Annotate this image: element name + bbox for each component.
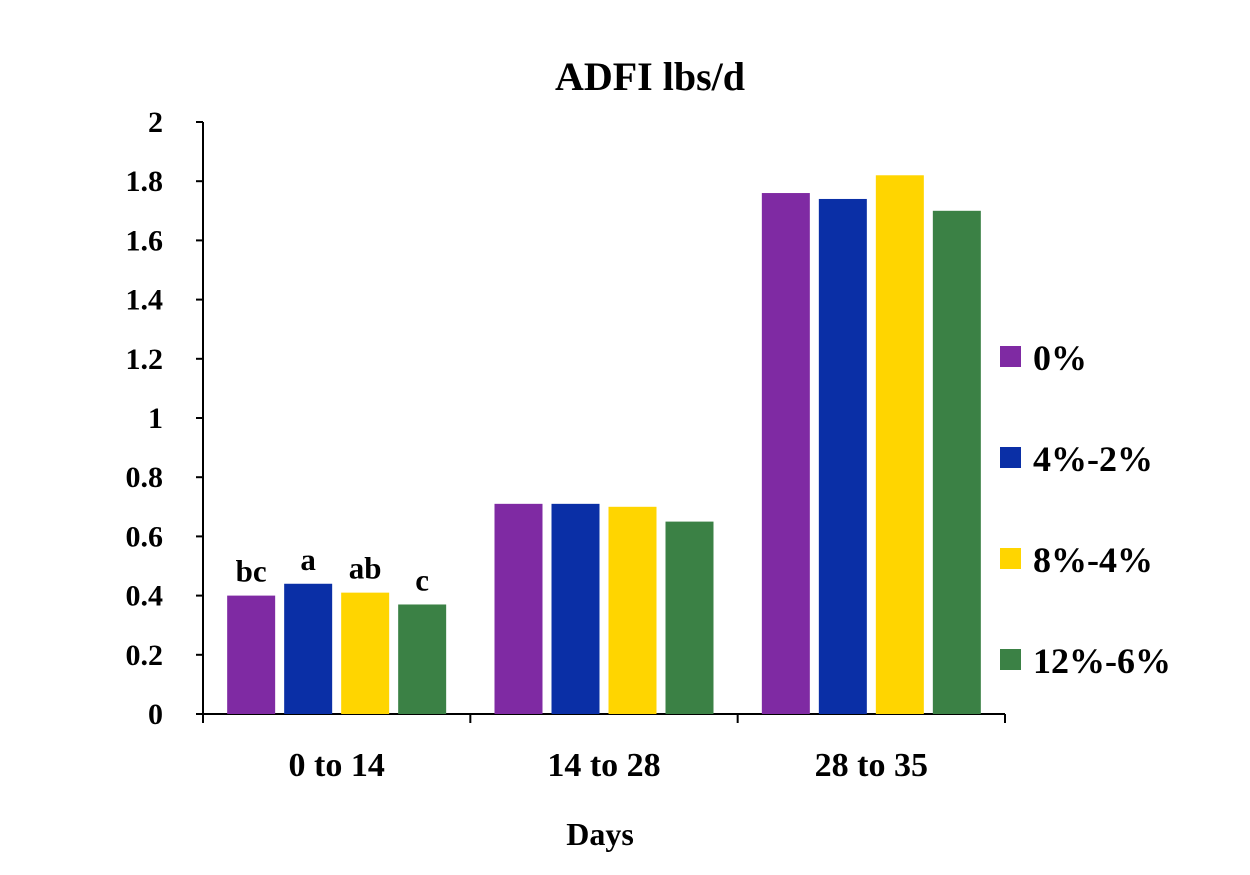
y-tick-label: 0	[148, 698, 163, 731]
bar	[227, 595, 276, 714]
x-tick-label: 28 to 35	[815, 747, 928, 784]
y-tick-label: 1.4	[126, 284, 164, 317]
significance-label: bc	[236, 554, 267, 589]
bar	[761, 193, 810, 715]
x-tick-label: 0 to 14	[289, 747, 385, 784]
chart-title: ADFI lbs/d	[555, 54, 745, 99]
x-tick-label: 14 to 28	[547, 747, 660, 784]
y-tick-label: 1.2	[126, 343, 164, 376]
y-tick-label: 0.4	[126, 580, 164, 613]
bar	[932, 210, 981, 715]
y-tick-label: 0.8	[126, 461, 164, 494]
significance-label: ab	[349, 551, 382, 586]
legend-label: 0%	[1033, 338, 1087, 378]
axes: 0 0.2 0.4 0.6 0.8 1 1.2 1.4 1.6 1.8 2 0 to 14 14 to …	[126, 106, 1006, 784]
bar	[551, 503, 600, 714]
bar	[608, 506, 657, 714]
legend-swatch	[1000, 649, 1021, 670]
legend-label: 8%-4%	[1033, 540, 1153, 580]
y-tick-label: 1	[148, 402, 163, 435]
legend-swatch	[1000, 447, 1021, 468]
legend-swatch	[1000, 346, 1021, 367]
x-axis-label: Days	[566, 816, 634, 852]
y-tick-label: 2	[148, 106, 163, 139]
legend-label: 12%-6%	[1033, 641, 1171, 681]
y-tick-label: 0.2	[126, 639, 164, 672]
legend-swatch	[1000, 548, 1021, 569]
bar	[875, 175, 924, 714]
bar	[494, 503, 543, 714]
bar	[284, 583, 333, 714]
bar	[398, 604, 447, 714]
legend: 0% 4%-2% 8%-4% 12%-6%	[1000, 338, 1171, 681]
legend-label: 4%-2%	[1033, 439, 1153, 479]
bars: bc a ab c	[227, 175, 981, 715]
significance-label: c	[415, 562, 429, 597]
y-tick-label: 0.6	[126, 520, 164, 553]
significance-label: a	[300, 542, 316, 577]
y-tick-label: 1.6	[126, 224, 164, 257]
y-tick-label: 1.8	[126, 165, 164, 198]
bar	[665, 521, 714, 714]
bar	[818, 198, 867, 714]
bar	[341, 592, 390, 714]
